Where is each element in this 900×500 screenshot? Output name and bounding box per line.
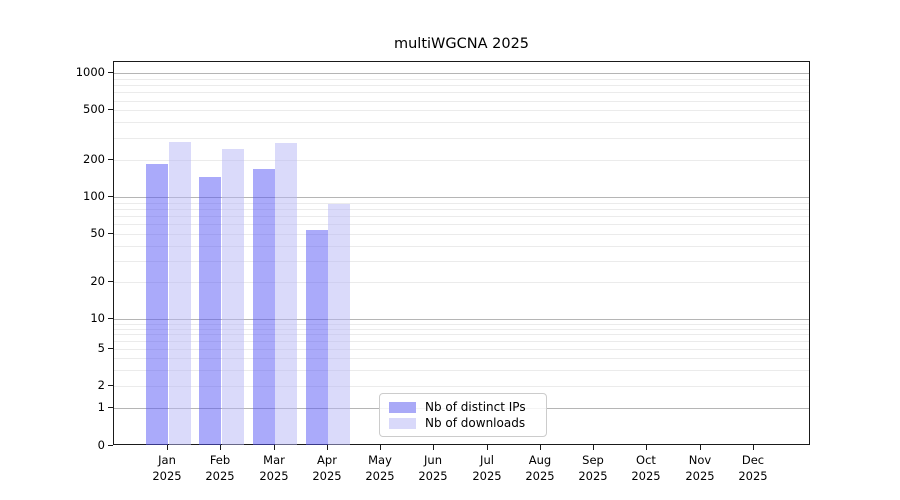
y-tick-mark-5 [108, 348, 113, 349]
gridline-minor-6 [114, 341, 809, 342]
gridline-minor-600 [114, 101, 809, 102]
x-tick-label-jul-2025: Jul 2025 [472, 453, 502, 483]
x-tick-label-apr-2025: Apr 2025 [312, 453, 342, 483]
bar-nb-of-distinct-ips-feb-2025 [199, 177, 221, 445]
gridline-minor-3 [114, 370, 809, 371]
x-tick-label-mar-2025: Mar 2025 [259, 453, 289, 483]
y-tick-label-1: 1 [97, 400, 105, 414]
legend-item-downloads: Nb of downloads [389, 416, 537, 430]
gridline-major-100 [114, 197, 809, 198]
gridline-minor-20 [114, 282, 809, 283]
y-tick-mark-2 [108, 385, 113, 386]
gridline-minor-8 [114, 329, 809, 330]
x-tick-mark-dec-2025 [753, 445, 754, 450]
x-tick-label-nov-2025: Nov 2025 [685, 453, 715, 483]
x-tick-mark-apr-2025 [327, 445, 328, 450]
x-tick-label-feb-2025: Feb 2025 [205, 453, 235, 483]
gridline-minor-9 [114, 324, 809, 325]
y-tick-label-200: 200 [83, 152, 105, 166]
y-tick-mark-1 [108, 407, 113, 408]
y-tick-mark-1000 [108, 72, 113, 73]
y-tick-label-0: 0 [97, 438, 105, 452]
gridline-major-10 [114, 319, 809, 320]
x-tick-label-dec-2025: Dec 2025 [738, 453, 768, 483]
x-tick-mark-mar-2025 [274, 445, 275, 450]
x-tick-label-aug-2025: Aug 2025 [525, 453, 555, 483]
x-tick-mark-jan-2025 [167, 445, 168, 450]
x-tick-mark-jul-2025 [487, 445, 488, 450]
y-tick-mark-200 [108, 159, 113, 160]
gridline-minor-40 [114, 246, 809, 247]
gridline-minor-50 [114, 234, 809, 235]
x-tick-mark-oct-2025 [646, 445, 647, 450]
gridline-minor-800 [114, 85, 809, 86]
y-tick-label-100: 100 [83, 189, 105, 203]
plot-area [113, 61, 810, 445]
bar-nb-of-downloads-feb-2025 [222, 149, 244, 445]
y-tick-mark-20 [108, 281, 113, 282]
gridline-minor-400 [114, 122, 809, 123]
gridline-minor-4 [114, 358, 809, 359]
y-tick-mark-0 [108, 445, 113, 446]
gridline-minor-60 [114, 224, 809, 225]
x-tick-mark-may-2025 [380, 445, 381, 450]
y-tick-label-2: 2 [97, 378, 105, 392]
bar-nb-of-downloads-apr-2025 [328, 204, 350, 445]
y-tick-mark-500 [108, 109, 113, 110]
legend-swatch-downloads [389, 417, 416, 429]
gridline-major-1000 [114, 73, 809, 74]
legend: Nb of distinct IPs Nb of downloads [379, 393, 547, 437]
x-tick-mark-jun-2025 [433, 445, 434, 450]
legend-label-distinct-ips: Nb of distinct IPs [425, 400, 526, 414]
y-tick-label-500: 500 [83, 102, 105, 116]
y-tick-label-5: 5 [97, 341, 105, 355]
y-tick-label-10: 10 [90, 311, 105, 325]
y-tick-label-20: 20 [90, 274, 105, 288]
legend-swatch-distinct-ips [389, 401, 416, 413]
gridline-minor-900 [114, 79, 809, 80]
bar-nb-of-distinct-ips-mar-2025 [253, 169, 275, 445]
bar-nb-of-distinct-ips-apr-2025 [306, 230, 328, 445]
x-tick-label-may-2025: May 2025 [365, 453, 395, 483]
gridline-minor-80 [114, 209, 809, 210]
legend-label-downloads: Nb of downloads [425, 416, 526, 430]
gridline-minor-500 [114, 110, 809, 111]
bar-nb-of-downloads-mar-2025 [275, 143, 297, 445]
x-tick-label-jan-2025: Jan 2025 [152, 453, 182, 483]
x-tick-mark-sep-2025 [593, 445, 594, 450]
gridline-minor-70 [114, 216, 809, 217]
gridline-minor-30 [114, 261, 809, 262]
bar-nb-of-distinct-ips-jan-2025 [146, 164, 168, 445]
x-tick-mark-feb-2025 [220, 445, 221, 450]
bar-nb-of-downloads-jan-2025 [169, 142, 191, 445]
x-tick-mark-aug-2025 [540, 445, 541, 450]
gridline-minor-200 [114, 160, 809, 161]
chart-title: multiWGCNA 2025 [393, 36, 530, 52]
y-tick-mark-50 [108, 233, 113, 234]
gridline-minor-2 [114, 386, 809, 387]
y-tick-mark-10 [108, 318, 113, 319]
x-tick-label-jun-2025: Jun 2025 [418, 453, 448, 483]
gridline-minor-700 [114, 92, 809, 93]
y-tick-label-50: 50 [90, 226, 105, 240]
gridline-minor-300 [114, 138, 809, 139]
gridline-minor-90 [114, 203, 809, 204]
x-tick-mark-nov-2025 [700, 445, 701, 450]
gridline-minor-5 [114, 349, 809, 350]
x-tick-label-oct-2025: Oct 2025 [631, 453, 661, 483]
x-tick-label-sep-2025: Sep 2025 [578, 453, 608, 483]
gridline-minor-7 [114, 334, 809, 335]
y-tick-mark-100 [108, 196, 113, 197]
y-tick-label-1000: 1000 [75, 65, 105, 79]
legend-item-distinct-ips: Nb of distinct IPs [389, 400, 537, 414]
